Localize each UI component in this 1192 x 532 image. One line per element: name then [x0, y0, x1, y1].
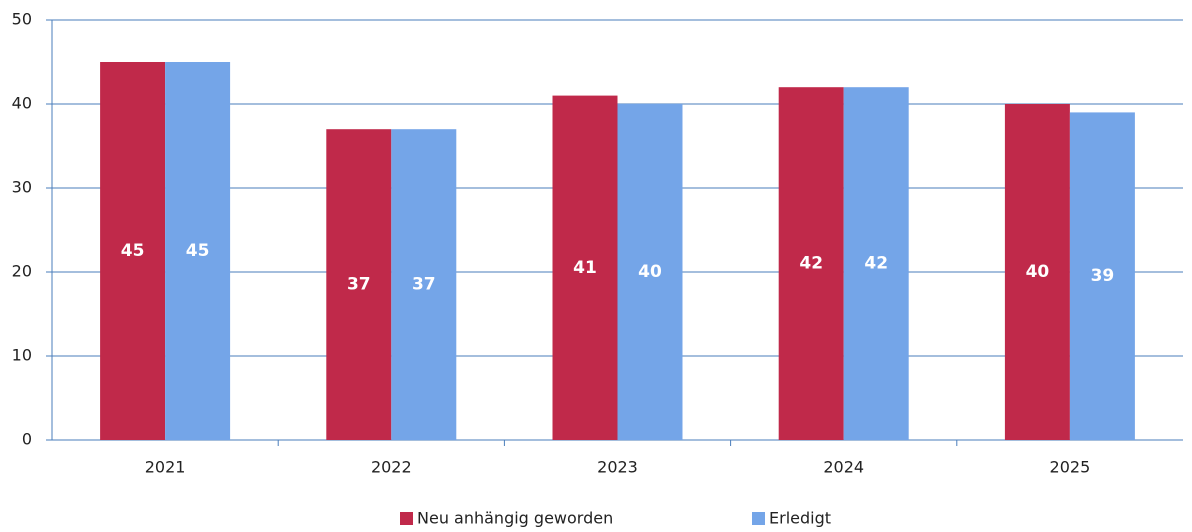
data-label: 40: [1026, 262, 1050, 282]
legend-label: Neu anhängig geworden: [417, 509, 613, 528]
bar: [1004, 104, 1070, 440]
legend-swatch: [400, 512, 413, 525]
data-label: 45: [121, 241, 145, 261]
y-tick-label: 40: [12, 94, 32, 113]
x-tick-label: 2023: [597, 458, 638, 477]
data-label: 39: [1091, 266, 1115, 286]
data-label: 37: [412, 275, 436, 295]
bar: [1069, 112, 1135, 441]
bar: [100, 62, 166, 440]
y-tick-label: 20: [12, 262, 32, 281]
y-tick-label: 10: [12, 346, 32, 365]
x-tick-label: 2024: [823, 458, 864, 477]
bar: [391, 129, 457, 440]
bar: [617, 104, 683, 440]
bar: [326, 129, 392, 440]
bar: [778, 87, 844, 440]
x-tick-label: 2022: [371, 458, 412, 477]
data-label: 42: [799, 254, 823, 274]
legend-label: Erledigt: [769, 509, 831, 528]
x-tick-label: 2025: [1050, 458, 1091, 477]
legend-swatch: [752, 512, 765, 525]
y-tick-label: 50: [12, 10, 32, 29]
x-tick-label: 2021: [145, 458, 186, 477]
data-label: 45: [186, 241, 210, 261]
bar: [552, 95, 618, 440]
data-label: 41: [573, 258, 597, 278]
y-tick-label: 0: [22, 430, 32, 449]
y-tick-label: 30: [12, 178, 32, 197]
bar: [843, 87, 909, 440]
bar: [165, 62, 231, 440]
data-label: 42: [864, 254, 888, 274]
data-label: 37: [347, 275, 371, 295]
data-label: 40: [638, 262, 662, 282]
